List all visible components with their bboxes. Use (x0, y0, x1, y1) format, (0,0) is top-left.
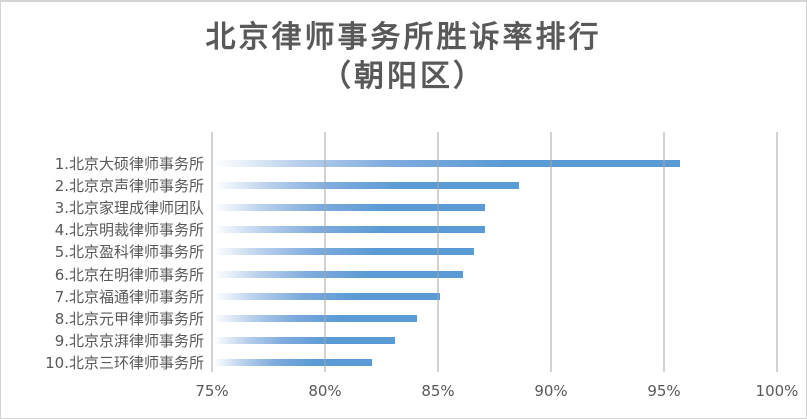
bar-row (212, 285, 777, 307)
category-label: 4.北京明裁律师事务所 (54, 221, 204, 240)
x-tick-label: 90% (534, 382, 568, 400)
chart-title-line2: （朝阳区） (321, 59, 486, 94)
chart-title: 北京律师事务所胜诉率排行 （朝阳区） (1, 18, 806, 96)
x-tick-label: 100% (755, 382, 799, 400)
category-label: 6.北京在明律师事务所 (54, 265, 204, 284)
bar-row (212, 174, 777, 196)
bar-row (212, 307, 777, 329)
bar-row (212, 241, 777, 263)
bar-row (212, 330, 777, 352)
category-label: 7.北京福通律师事务所 (54, 287, 204, 306)
bar-row (212, 352, 777, 374)
bar-row (212, 152, 777, 174)
category-label: 8.北京元甲律师事务所 (54, 310, 204, 329)
category-axis: 1.北京大硕律师事务所 2.北京京声律师事务所 3.北京家理成律师团队 4.北京明裁律… (1, 152, 206, 374)
category-label: 9.北京京湃律师事务所 (54, 332, 204, 351)
category-label: 2.北京京声律师事务所 (54, 176, 204, 195)
bar-row (212, 219, 777, 241)
bar[interactable] (214, 159, 680, 167)
plot-area (212, 152, 777, 374)
category-label: 5.北京盈科律师事务所 (54, 243, 204, 262)
x-tick-label: 95% (647, 382, 681, 400)
bar[interactable] (214, 270, 463, 278)
value-axis: 75% 80% 85% 90% 95% 100% (195, 382, 798, 402)
bar[interactable] (214, 315, 418, 323)
x-tick-label: 80% (308, 382, 342, 400)
category-label: 3.北京家理成律师团队 (54, 199, 204, 217)
bar[interactable] (214, 292, 440, 300)
x-tick-label: 75% (195, 382, 229, 400)
bar[interactable] (214, 226, 486, 234)
bar-row (212, 263, 777, 285)
bar-row (212, 196, 777, 218)
chart-title-line1: 北京律师事务所胜诉率排行 (205, 20, 602, 55)
bar[interactable] (214, 181, 520, 189)
x-tick-label: 85% (421, 382, 455, 400)
category-label: 1.北京大硕律师事务所 (54, 154, 204, 173)
bar[interactable] (214, 337, 395, 345)
bar[interactable] (214, 248, 474, 256)
bar[interactable] (214, 359, 373, 367)
category-label: 10.北京三环律师事务所 (45, 354, 204, 373)
bar[interactable] (214, 204, 486, 211)
